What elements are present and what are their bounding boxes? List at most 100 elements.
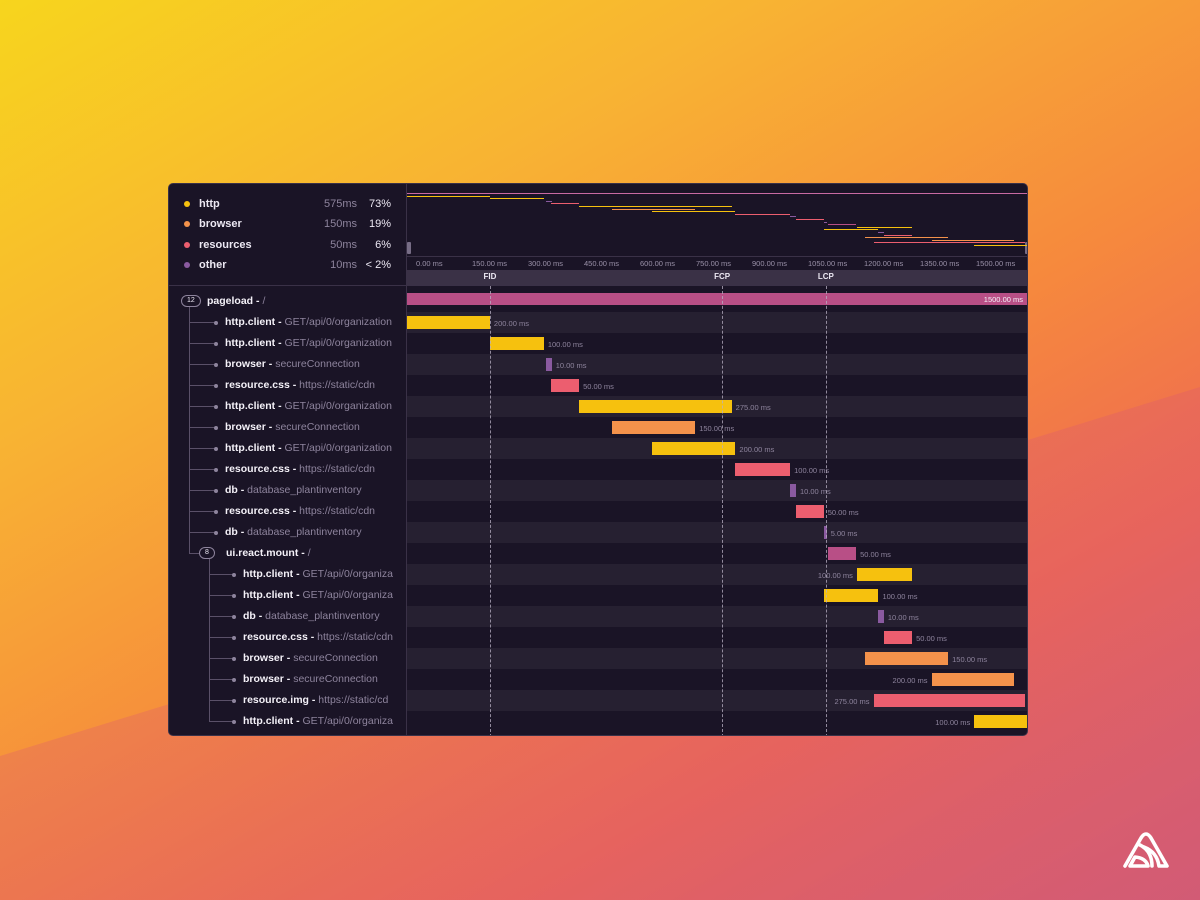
span-bar-http[interactable] [823, 589, 879, 602]
span-bar-http[interactable] [974, 715, 1027, 728]
timeline-row[interactable] [407, 606, 1027, 627]
span-tree-row[interactable]: http.client - GET/api/0/organization [169, 333, 407, 354]
timeline-row[interactable] [407, 459, 1027, 480]
timeline-row[interactable] [407, 312, 1027, 333]
span-tree-row[interactable]: db - database_plantinventory [169, 522, 407, 543]
span-bar-resources[interactable] [883, 631, 913, 644]
span-op: resource.css - https://static/cdn [225, 505, 376, 517]
minimap-span [795, 219, 824, 220]
timeline-row[interactable] [407, 501, 1027, 522]
span-duration-label: 50.00 ms [860, 550, 891, 559]
span-tree-row[interactable]: http.client - GET/api/0/organization [169, 438, 407, 459]
span-tree-row[interactable]: http.client - GET/api/0/organiza [169, 564, 407, 585]
legend-label: browser [199, 218, 242, 230]
tree-connector [189, 427, 214, 428]
span-op-name: browser [225, 358, 266, 370]
span-op: browser - secureConnection [243, 673, 378, 685]
span-description: GET/api/0/organization [284, 400, 392, 412]
span-tree-row[interactable]: db - database_plantinventory [169, 480, 407, 501]
legend-row-http[interactable]: http 575ms 73% [169, 195, 407, 213]
span-bar-http[interactable] [489, 337, 544, 350]
tree-connector [209, 700, 232, 701]
span-tree-row[interactable]: http.client - GET/api/0/organiza [169, 711, 407, 732]
span-tree-row[interactable]: db - database_plantinventory [169, 606, 407, 627]
span-bar-http[interactable] [651, 442, 736, 455]
span-tree-row[interactable]: 12 pageload - / [169, 291, 407, 312]
span-tree-row[interactable]: resource.css - https://static/cdn [169, 501, 407, 522]
span-tree-row[interactable]: http.client - GET/api/0/organization [169, 312, 407, 333]
span-op: http.client - GET/api/0/organiza [243, 568, 393, 580]
tree-node-dot [214, 363, 218, 367]
span-op: browser - secureConnection [243, 652, 378, 664]
span-bar-other[interactable] [790, 484, 796, 497]
minimap-span [878, 232, 884, 233]
tree-connector [189, 385, 214, 386]
span-tree-row[interactable]: resource.css - https://static/cdn [169, 459, 407, 480]
span-bar-browser[interactable] [612, 421, 696, 434]
span-tree-row[interactable]: browser - secureConnection [169, 417, 407, 438]
span-description: https://static/cd [318, 694, 389, 706]
timeline-row[interactable] [407, 585, 1027, 606]
span-tree-row[interactable]: resource.img - https://static/cd [169, 690, 407, 711]
marker-lcp[interactable]: LCP [817, 272, 834, 281]
span-timeline: 1500.00 ms 200.00 ms 100.00 ms 10.00 ms 50.0… [407, 286, 1027, 735]
legend-pct: 19% [368, 218, 391, 230]
span-tree-row[interactable]: browser - secureConnection [169, 648, 407, 669]
legend-pct: 6% [375, 239, 391, 251]
span-description: database_plantinventory [247, 484, 362, 496]
child-count-toggle[interactable]: 8 [199, 547, 215, 559]
time-tick: 1350.00 ms [920, 259, 960, 268]
span-op-name: resource.css [225, 505, 290, 517]
span-bar-http[interactable] [856, 568, 912, 581]
minimap-span [873, 242, 1025, 244]
span-bar-browser[interactable] [931, 673, 1015, 686]
timeline-row[interactable] [407, 480, 1027, 501]
timeline-row[interactable] [407, 690, 1027, 711]
timeline-row[interactable] [407, 543, 1027, 564]
marker-fid[interactable]: FID [483, 272, 497, 281]
tree-node-dot [214, 510, 218, 514]
web-vitals-markers-bar: FID FCP LCP [407, 270, 1027, 285]
span-tree-row[interactable]: resource.css - https://static/cdn [169, 375, 407, 396]
span-bar-other[interactable] [878, 610, 884, 623]
span-op: browser - secureConnection [225, 358, 360, 370]
span-bar-pageload[interactable] [407, 293, 1027, 305]
span-op-name: http.client [225, 400, 276, 412]
span-bar-pageload[interactable] [827, 547, 857, 560]
legend-row-other[interactable]: other 10ms < 2% [169, 256, 407, 274]
span-description: GET/api/0/organization [284, 442, 392, 454]
timeline-row[interactable] [407, 375, 1027, 396]
span-tree-row[interactable]: http.client - GET/api/0/organiza [169, 585, 407, 606]
tree-node-dot [214, 321, 218, 325]
legend-row-resources[interactable]: resources 50ms 6% [169, 236, 407, 254]
timeline-row[interactable] [407, 354, 1027, 375]
span-bar-resources[interactable] [550, 379, 580, 392]
tree-connector [209, 616, 232, 617]
span-tree-row[interactable]: 8 ui.react.mount - / [169, 543, 407, 564]
timeline-row[interactable] [407, 522, 1027, 543]
span-bar-http[interactable] [579, 400, 732, 413]
legend-row-browser[interactable]: browser 150ms 19% [169, 215, 407, 233]
span-tree-row[interactable]: browser - secureConnection [169, 669, 407, 690]
minimap-left-handle[interactable] [407, 242, 411, 254]
span-tree-row[interactable]: browser - secureConnection [169, 354, 407, 375]
tree-node-dot [214, 468, 218, 472]
span-bar-other[interactable] [545, 358, 552, 371]
span-bar-resources[interactable] [735, 463, 791, 476]
timeline-row[interactable] [407, 564, 1027, 585]
span-tree-row[interactable]: resource.css - https://static/cdn [169, 627, 407, 648]
span-bar-browser[interactable] [865, 652, 949, 665]
span-bar-resources[interactable] [873, 694, 1025, 707]
span-op: resource.css - https://static/cdn [225, 379, 376, 391]
minimap-right-handle[interactable] [1025, 242, 1027, 254]
span-bar-resources[interactable] [795, 505, 824, 518]
span-bar-http[interactable] [407, 316, 490, 329]
span-tree-row[interactable]: http.client - GET/api/0/organization [169, 396, 407, 417]
trace-minimap[interactable] [407, 184, 1027, 256]
child-count-toggle[interactable]: 12 [181, 295, 201, 307]
marker-fcp[interactable]: FCP [714, 272, 731, 281]
time-tick: 150.00 ms [472, 259, 508, 268]
span-bar-other[interactable] [823, 526, 827, 539]
span-description: / [262, 295, 266, 307]
tree-branch-connector [209, 559, 210, 721]
